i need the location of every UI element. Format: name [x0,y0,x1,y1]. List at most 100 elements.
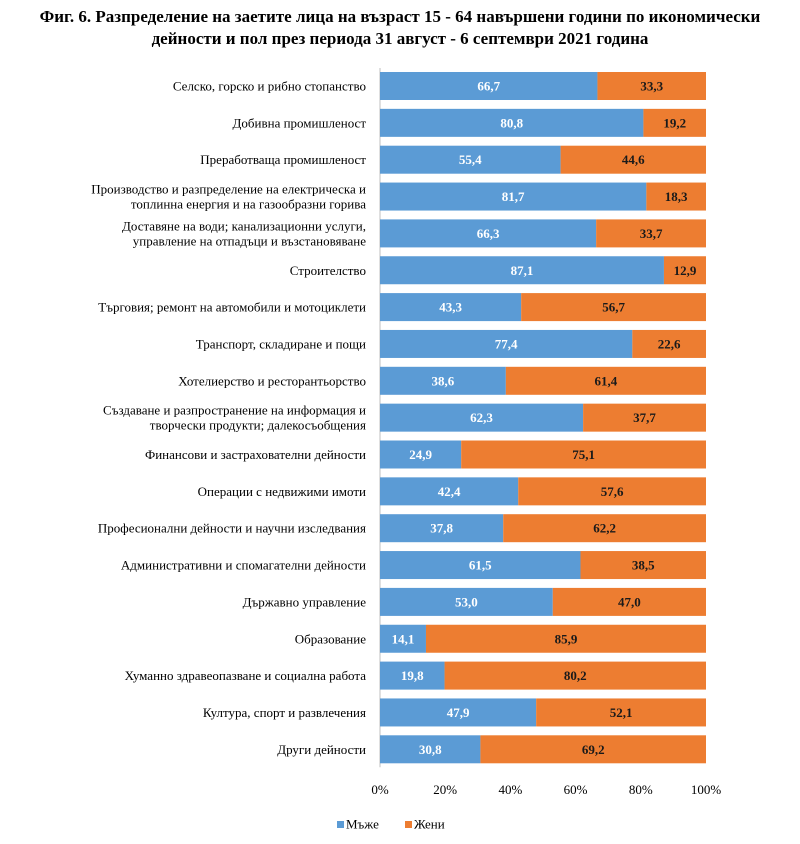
category-label: Финансови и застрахователни дейности [145,447,366,462]
category-label: Транспорт, складиране и пощи [196,336,366,351]
data-label: 61,4 [595,373,618,388]
bar-segment-women [425,624,706,653]
bar-segment-men [380,440,462,469]
bar-segment-men [380,477,519,506]
data-label: 81,7 [502,189,525,204]
bar-segment-men [380,329,633,358]
data-label: 19,2 [663,115,686,130]
bar-segment-men [380,108,644,137]
bar-segment-women [505,366,706,395]
bar-segment-women [536,698,706,727]
category-label: Селско, горско и рибно стопанство [173,79,366,94]
data-label: 42,4 [438,484,461,499]
data-label: 14,1 [392,631,415,646]
data-label: 85,9 [555,631,578,646]
category-label: топлинна енергия и на газообразни горива [131,197,366,212]
data-label: 61,5 [469,558,492,573]
data-label: 12,9 [674,263,697,278]
data-label: 33,7 [640,226,663,241]
x-tick-label: 100% [691,782,722,797]
bar-segment-women [643,108,706,137]
legend-label: Жени [414,817,445,832]
data-label: 44,6 [622,152,645,167]
data-label: 47,9 [447,705,470,720]
bar-segment-women [560,145,706,174]
data-label: 75,1 [572,447,595,462]
bar-segment-men [380,735,481,764]
category-label: Административни и спомагателни дейности [121,558,366,573]
category-label: Държавно управление [243,594,367,609]
data-label: 53,0 [455,594,478,609]
data-label: 37,8 [430,521,453,536]
data-label: 47,0 [618,594,641,609]
bar-segment-women [632,329,706,358]
data-label: 66,7 [477,79,500,94]
category-label: творчески продукти; далекосъобщения [150,418,366,433]
bar-segment-women [597,72,706,100]
chart-title: Фиг. 6. Разпределение на заетите лица на… [0,6,800,50]
x-tick-label: 80% [629,782,653,797]
bar-segment-women [480,735,706,764]
data-label: 62,3 [470,410,493,425]
data-label: 24,9 [409,447,432,462]
bar-segment-women [552,587,706,616]
bar-segment-men [380,587,553,616]
bar-segment-women [646,182,706,211]
data-label: 19,8 [401,668,424,683]
bar-segment-women [521,293,706,322]
category-label: Култура, спорт и развлечения [203,705,366,720]
category-label: Търговия; ремонт на автомобили и мотоцик… [98,300,366,315]
data-label: 55,4 [459,152,482,167]
data-label: 38,5 [632,558,655,573]
data-label: 77,4 [495,336,518,351]
legend-swatch [337,821,344,828]
bar-segment-men [380,219,597,248]
x-tick-label: 20% [433,782,457,797]
bar-segment-women [444,661,706,690]
data-label: 38,6 [432,373,455,388]
category-label: Други дейности [277,742,366,757]
category-label: Създаване и разпространение на информаци… [103,403,366,418]
data-label: 37,7 [633,410,656,425]
bar-segment-men [380,182,647,211]
legend-label: Мъже [346,817,379,832]
bar-segment-women [583,403,706,432]
bar-segment-men [380,661,445,690]
data-label: 69,2 [582,742,605,757]
x-tick-label: 60% [564,782,588,797]
bar-segment-women [596,219,706,248]
category-label: Образование [295,631,366,646]
bar-segment-women [663,256,706,285]
bar-segment-men [380,256,664,285]
category-label: Хотелиерство и ресторантьорство [178,373,366,388]
data-label: 43,3 [439,300,462,315]
category-label: Строителство [290,263,366,278]
data-label: 57,6 [601,484,624,499]
category-label: Доставяне на води; канализационни услуги… [122,218,366,233]
data-label: 80,8 [500,115,523,130]
data-label: 18,3 [665,189,688,204]
data-label: 56,7 [602,300,625,315]
category-label: Добивна промишленост [233,115,367,130]
data-label: 52,1 [610,705,633,720]
category-label: управление на отпадъци и възстановяване [133,233,366,248]
bar-segment-men [380,624,426,653]
category-label: Преработваща промишленост [200,152,366,167]
category-label: Операции с недвижими имоти [198,484,366,499]
bar-segment-women [461,440,706,469]
data-label: 80,2 [564,668,587,683]
legend-swatch [405,821,412,828]
bar-segment-men [380,366,506,395]
data-label: 33,3 [640,79,663,94]
bar-segment-men [380,698,537,727]
data-label: 30,8 [419,742,442,757]
data-label: 87,1 [511,263,534,278]
bar-segment-women [503,514,706,543]
category-label: Хуманно здравеопазване и социална работа [125,668,367,683]
bar-segment-men [380,145,561,174]
bar-segment-men [380,72,598,100]
chart-title-line-2: дейности и пол през периода 31 август - … [151,29,649,48]
chart-title-line-1: Фиг. 6. Разпределение на заетите лица на… [39,7,761,26]
category-label: Професионални дейности и научни изследва… [98,521,366,536]
data-label: 22,6 [658,336,681,351]
